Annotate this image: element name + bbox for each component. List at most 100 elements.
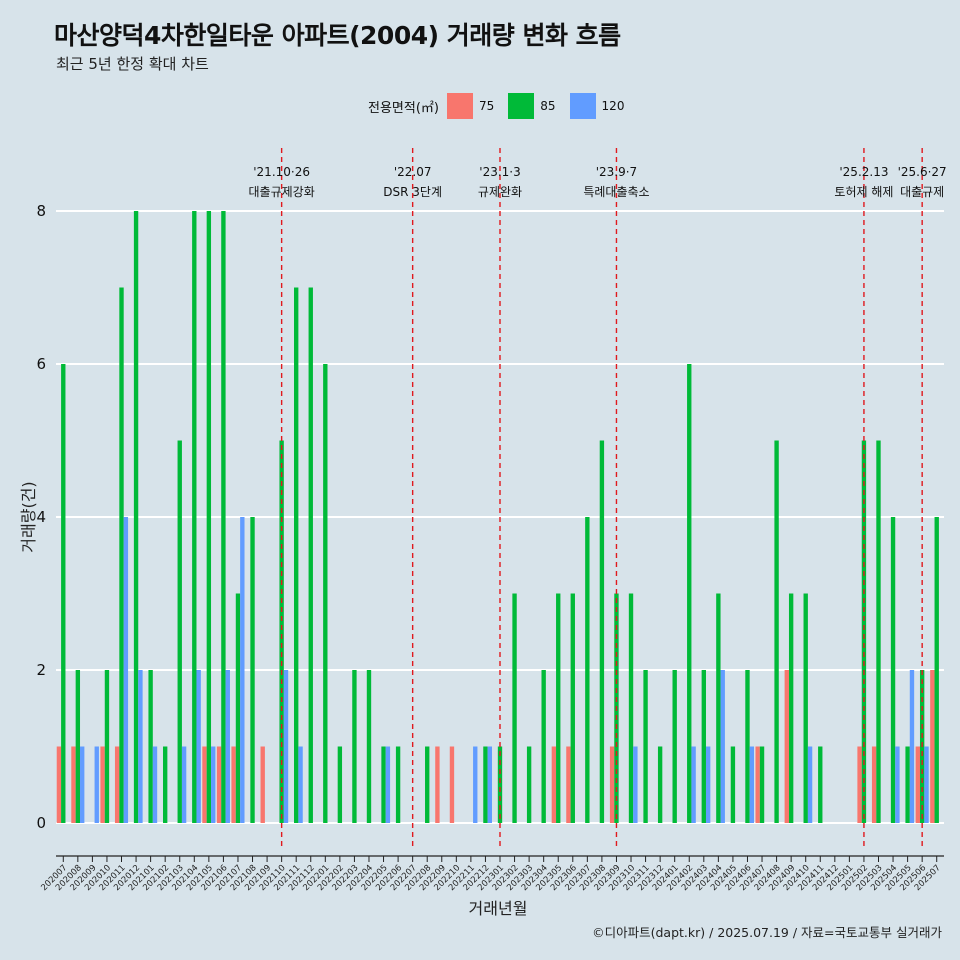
bar-85-202306: [570, 593, 575, 823]
bar-75-202107: [231, 746, 236, 823]
annotation-label: 특례대출축소: [583, 185, 649, 199]
bar-120-202403: [705, 746, 711, 823]
bar-85-202012: [133, 211, 139, 823]
bar-120-202101: [152, 746, 158, 823]
bar-85-202104: [192, 211, 197, 823]
bar-85-202202: [337, 746, 343, 823]
bar-120-202012: [138, 670, 143, 823]
bar-85-202204: [366, 670, 372, 823]
bar-85-202505: [905, 746, 910, 823]
bar-85-202112: [308, 287, 313, 823]
bar-85-202206: [395, 746, 401, 823]
bar-120-202011: [123, 517, 129, 823]
bar-85-202107: [235, 593, 241, 823]
bar-85-202311: [643, 670, 648, 823]
bar-85-202401: [672, 670, 677, 823]
annotation-label: DSR 3단계: [383, 185, 442, 199]
bar-85-202302: [512, 593, 517, 823]
bar-85-202108: [250, 517, 255, 823]
annotation-date: '23.1·3: [479, 165, 520, 179]
chart-subtitle: 최근 5년 한정 확대 차트: [56, 55, 209, 73]
bar-75-202010: [100, 746, 105, 823]
bar-85-202205: [381, 746, 386, 823]
bar-85-202305: [556, 593, 561, 823]
annotation-date: '21.10·26: [253, 165, 310, 179]
annotation-date: '23.9·7: [596, 165, 637, 179]
bar-75-202210: [449, 746, 455, 823]
bar-85-202011: [119, 287, 124, 823]
bar-120-202106: [225, 670, 230, 823]
bar-120-202410: [807, 746, 813, 823]
bar-85-202502: [861, 440, 867, 823]
bar-120-202008: [80, 746, 85, 823]
bar-120-202212: [487, 746, 492, 823]
bar-75-202407: [755, 746, 760, 823]
bar-75-202503: [871, 746, 877, 823]
bar-75-202305: [551, 746, 557, 823]
bar-85-202312: [657, 746, 663, 823]
bar-120-202104: [196, 670, 201, 823]
bar-85-202105: [206, 211, 212, 823]
annotation-date: '22.07: [394, 165, 432, 179]
annotation-label: 대출규제강화: [249, 185, 315, 199]
bar-85-202406: [745, 670, 750, 823]
bar-120-202107: [240, 517, 245, 823]
bar-75-202409: [784, 670, 789, 823]
bar-120-202105: [211, 746, 216, 823]
bar-85-202504: [890, 517, 896, 823]
bar-85-202310: [628, 593, 634, 823]
bar-85-202212: [483, 746, 488, 823]
legend-swatch-120: [569, 93, 596, 119]
bar-120-202110: [283, 670, 289, 823]
bar-75-202008: [71, 746, 76, 823]
bar-120-202310: [633, 746, 638, 823]
bar-75-202507: [930, 670, 935, 823]
bar-120-202111: [298, 746, 303, 823]
bar-85-202404: [716, 593, 721, 823]
bar-120-202211: [473, 746, 478, 823]
bar-75-202502: [857, 746, 862, 823]
legend-label-120: 120: [601, 99, 625, 113]
bar-85-202007: [61, 364, 66, 823]
bar-75-202506: [915, 746, 920, 823]
bar-85-202203: [352, 670, 357, 823]
legend-label-85: 85: [540, 99, 556, 113]
bar-75-202306: [566, 746, 571, 823]
legend-swatch-85: [508, 93, 535, 119]
bar-85-202110: [279, 440, 284, 823]
bar-85-202103: [177, 440, 182, 823]
bar-85-202402: [687, 364, 692, 823]
bar-120-202103: [181, 746, 187, 823]
y-tick-label: 2: [36, 661, 46, 679]
bar-85-202411: [818, 746, 823, 823]
bar-120-202402: [691, 746, 696, 823]
bar-85-202111: [294, 287, 299, 823]
bar-120-202506: [924, 746, 929, 823]
bar-75-202109: [260, 746, 265, 823]
legend-label-75: 75: [478, 99, 495, 113]
bar-85-202101: [148, 670, 153, 823]
bar-85-202405: [730, 746, 736, 823]
bar-85-202409: [788, 593, 794, 823]
annotation-date: '25.6·27: [898, 165, 947, 179]
bar-85-202208: [425, 746, 430, 823]
annotation-date: '25.2.13: [839, 165, 888, 179]
bar-85-202106: [221, 211, 226, 823]
bar-85-202408: [774, 440, 779, 823]
bar-75-202007: [56, 746, 62, 823]
bar-85-202304: [541, 670, 546, 823]
y-tick-label: 4: [36, 508, 46, 526]
bar-85-202407: [759, 746, 765, 823]
x-axis-label: 거래년월: [469, 899, 528, 918]
y-tick-label: 0: [36, 814, 46, 832]
bar-85-202507: [934, 517, 939, 823]
bar-85-202307: [585, 517, 590, 823]
bar-85-202301: [497, 746, 503, 823]
bar-75-202105: [202, 746, 207, 823]
bar-85-202201: [323, 364, 328, 823]
bar-75-202309: [609, 746, 615, 823]
chart-title: 마산양덕4차한일타운 아파트(2004) 거래량 변화 흐름: [54, 21, 621, 50]
bar-75-202106: [216, 746, 222, 823]
annotation-label: 대출규제: [900, 185, 944, 199]
